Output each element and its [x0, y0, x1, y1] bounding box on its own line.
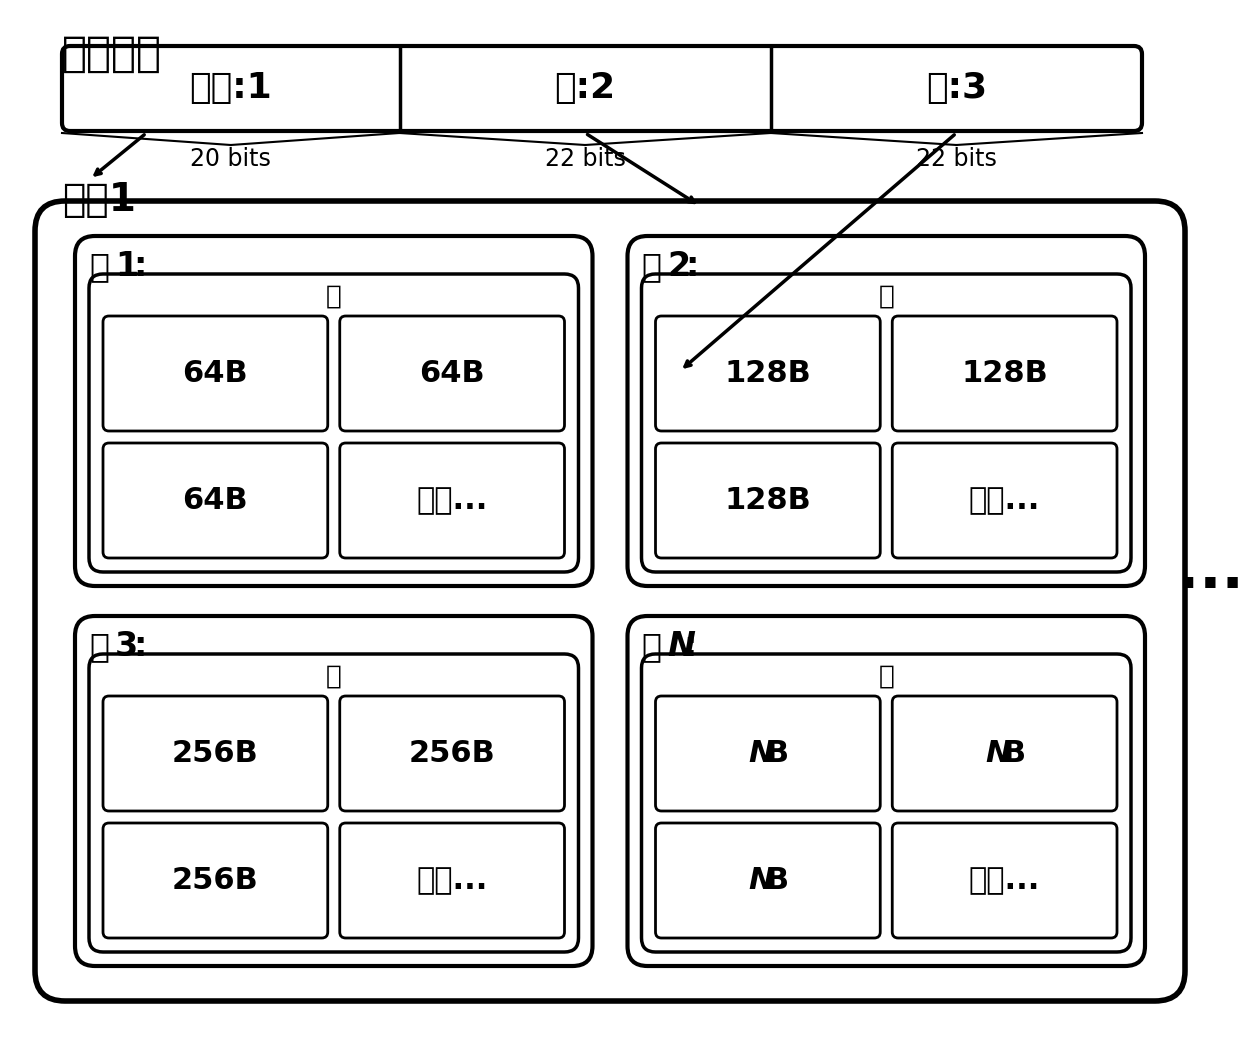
Text: N: N — [667, 630, 696, 663]
Text: 更多...: 更多... — [417, 486, 487, 515]
FancyBboxPatch shape — [340, 696, 564, 811]
Text: 更多...: 更多... — [417, 866, 487, 895]
FancyBboxPatch shape — [656, 444, 880, 558]
Text: 1: 1 — [115, 250, 138, 283]
FancyBboxPatch shape — [340, 316, 564, 431]
Text: 块: 块 — [878, 284, 894, 310]
Text: N: N — [748, 866, 774, 895]
Text: 块: 块 — [326, 664, 342, 691]
Text: 节点:1: 节点:1 — [190, 71, 272, 105]
FancyBboxPatch shape — [656, 696, 880, 811]
FancyBboxPatch shape — [89, 654, 579, 952]
Text: :: : — [683, 630, 697, 663]
Text: N: N — [748, 739, 774, 768]
FancyBboxPatch shape — [74, 616, 593, 966]
FancyBboxPatch shape — [340, 823, 564, 937]
Text: 2: 2 — [667, 250, 691, 283]
FancyBboxPatch shape — [627, 616, 1145, 966]
FancyBboxPatch shape — [893, 444, 1117, 558]
Text: B: B — [765, 866, 789, 895]
FancyBboxPatch shape — [62, 46, 1142, 131]
FancyBboxPatch shape — [103, 696, 327, 811]
Text: 64B: 64B — [182, 486, 248, 515]
FancyBboxPatch shape — [893, 696, 1117, 811]
Text: 128B: 128B — [961, 359, 1048, 388]
Text: 块:3: 块:3 — [926, 71, 987, 105]
FancyBboxPatch shape — [893, 823, 1117, 937]
FancyBboxPatch shape — [641, 274, 1131, 572]
Text: :: : — [686, 250, 699, 283]
FancyBboxPatch shape — [893, 316, 1117, 431]
FancyBboxPatch shape — [656, 823, 880, 937]
Text: 页: 页 — [641, 250, 661, 283]
Text: 128B: 128B — [724, 359, 811, 388]
FancyBboxPatch shape — [74, 236, 593, 586]
Text: 20 bits: 20 bits — [190, 147, 272, 171]
Text: 128B: 128B — [724, 486, 811, 515]
FancyBboxPatch shape — [656, 316, 880, 431]
FancyBboxPatch shape — [103, 444, 327, 558]
Text: 22 bits: 22 bits — [916, 147, 997, 171]
Text: 页: 页 — [641, 630, 661, 663]
Text: 节点1: 节点1 — [62, 181, 136, 219]
FancyBboxPatch shape — [627, 236, 1145, 586]
Text: 3: 3 — [115, 630, 138, 663]
Text: 块: 块 — [326, 284, 342, 310]
Text: 更多...: 更多... — [968, 486, 1040, 515]
Text: 更多...: 更多... — [968, 866, 1040, 895]
Text: :: : — [133, 250, 146, 283]
Text: 64B: 64B — [182, 359, 248, 388]
Text: :: : — [133, 630, 146, 663]
Text: B: B — [765, 739, 789, 768]
FancyBboxPatch shape — [641, 654, 1131, 952]
Text: 256B: 256B — [172, 866, 259, 895]
FancyBboxPatch shape — [35, 201, 1185, 1001]
Text: 64B: 64B — [419, 359, 485, 388]
FancyBboxPatch shape — [103, 823, 327, 937]
FancyBboxPatch shape — [340, 444, 564, 558]
Text: N: N — [985, 739, 1011, 768]
Text: 块: 块 — [878, 664, 894, 691]
Text: 页:2: 页:2 — [554, 71, 616, 105]
FancyBboxPatch shape — [103, 316, 327, 431]
FancyBboxPatch shape — [89, 274, 579, 572]
Text: 256B: 256B — [409, 739, 496, 768]
Text: B: B — [1002, 739, 1025, 768]
Text: 22 bits: 22 bits — [544, 147, 625, 171]
Text: 256B: 256B — [172, 739, 259, 768]
Text: 页: 页 — [89, 630, 109, 663]
Text: 全局地址: 全局地址 — [62, 33, 162, 75]
Text: 页: 页 — [89, 250, 109, 283]
Text: ...: ... — [1177, 542, 1240, 599]
